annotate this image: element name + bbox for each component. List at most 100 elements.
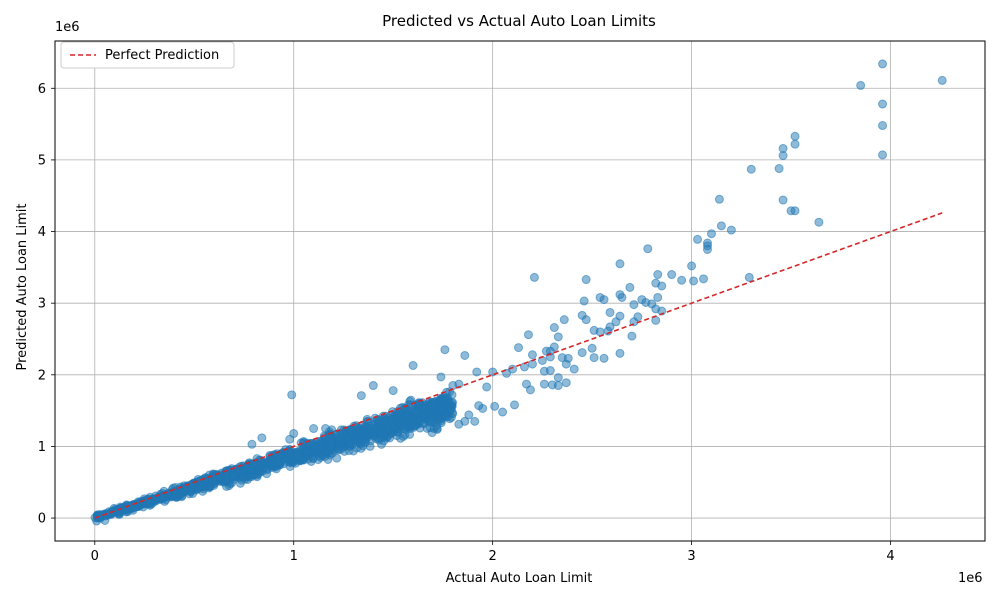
scatter-point [937, 75, 947, 85]
scatter-point [579, 296, 589, 306]
scatter-point [123, 507, 133, 517]
scatter-point [577, 348, 587, 358]
scatter-point [310, 441, 320, 451]
scatter-points [90, 59, 947, 526]
scatter-point [440, 393, 450, 403]
scatter-point [702, 244, 712, 254]
scatter-point [508, 364, 518, 374]
scatter-point [790, 131, 800, 141]
scatter-point [325, 442, 335, 452]
scatter-point [502, 368, 512, 378]
scatter-point [336, 433, 346, 443]
x-tick-label: 4 [886, 549, 894, 564]
scatter-point [561, 359, 571, 369]
scatter-point [587, 343, 597, 353]
scatter-point [193, 483, 203, 493]
x-tick-label: 3 [687, 549, 695, 564]
scatter-point [247, 439, 257, 449]
scatter-point [424, 405, 434, 415]
scatter-point [689, 276, 699, 286]
y-tick-label: 3 [38, 297, 46, 312]
scatter-point [289, 429, 299, 439]
x-tick-label: 1 [290, 549, 298, 564]
scatter-point [138, 502, 148, 512]
x-tick-label: 0 [91, 549, 99, 564]
scatter-point [667, 270, 677, 280]
scatter-point [373, 422, 383, 432]
scatter-point [559, 315, 569, 325]
scatter-point [878, 150, 888, 160]
scatter-point [716, 221, 726, 231]
scatter-point [228, 470, 238, 480]
scatter-point [569, 364, 579, 374]
scatter-point [510, 400, 520, 410]
y-offset-label: 1e6 [55, 20, 80, 35]
scatter-point [427, 428, 437, 438]
legend: Perfect Prediction [60, 41, 235, 69]
scatter-point [368, 381, 378, 391]
scatter-point [814, 217, 824, 227]
scatter-point [523, 330, 533, 340]
y-tick-label: 1 [38, 440, 46, 455]
scatter-point [284, 449, 294, 459]
scatter-point [171, 492, 181, 502]
y-tick-label: 2 [38, 368, 46, 383]
scatter-point [482, 382, 492, 392]
scatter-point [778, 195, 788, 205]
scatter-point [357, 436, 367, 446]
legend-label-perfect-prediction: Perfect Prediction [105, 48, 219, 63]
scatter-point [385, 433, 395, 443]
scatter-point [464, 410, 474, 420]
scatter-point [180, 487, 190, 497]
scatter-point [488, 367, 498, 377]
scatter-point [151, 494, 161, 504]
scatter-point [321, 424, 331, 434]
scatter-point [418, 418, 428, 428]
scatter-point [774, 164, 784, 174]
scatter-point [790, 206, 800, 216]
scatter-point [380, 416, 390, 426]
scatter-point [301, 447, 311, 457]
reference-line-layer [94, 212, 943, 519]
scatter-point [629, 300, 639, 310]
y-axis-title: Predicted Auto Loan Limit [15, 203, 30, 370]
scatter-point [470, 416, 480, 426]
scatter-point [246, 464, 256, 474]
scatter-point [347, 425, 357, 435]
scatter-point [339, 446, 349, 456]
scatter-point [714, 194, 724, 204]
scatter-point [693, 234, 703, 244]
scatter-point [529, 272, 539, 282]
scatter-point [490, 401, 500, 411]
scatter-point [553, 332, 563, 342]
scatter-point [677, 275, 687, 285]
scatter-point [615, 259, 625, 269]
scatter-point [388, 386, 398, 396]
scatter-point [365, 423, 375, 433]
scatter-point [308, 453, 318, 463]
scatter-point [599, 353, 609, 363]
scatter-point [309, 424, 319, 434]
scatter-point [208, 477, 218, 487]
x-axis-title: Actual Auto Loan Limit [446, 571, 593, 586]
scatter-point [325, 434, 335, 444]
scatter-point [561, 378, 571, 388]
scatter-point [553, 373, 563, 383]
scatter-point [627, 331, 637, 341]
scatter-point [296, 438, 306, 448]
scatter-point [441, 412, 451, 422]
scatter-point [408, 415, 418, 425]
scatter-point [878, 121, 888, 131]
scatter-point [547, 380, 557, 390]
scatter-point [238, 472, 248, 482]
scatter-point [429, 398, 439, 408]
scatter-point [273, 458, 283, 468]
scatter-point [599, 295, 609, 305]
y-tick-label: 4 [38, 225, 46, 240]
scatter-point [581, 275, 591, 285]
scatter-point [726, 225, 736, 235]
x-offset-label: 1e6 [958, 571, 983, 586]
legend-box [60, 41, 235, 69]
scatter-point [258, 458, 268, 468]
scatter-point [221, 476, 231, 486]
